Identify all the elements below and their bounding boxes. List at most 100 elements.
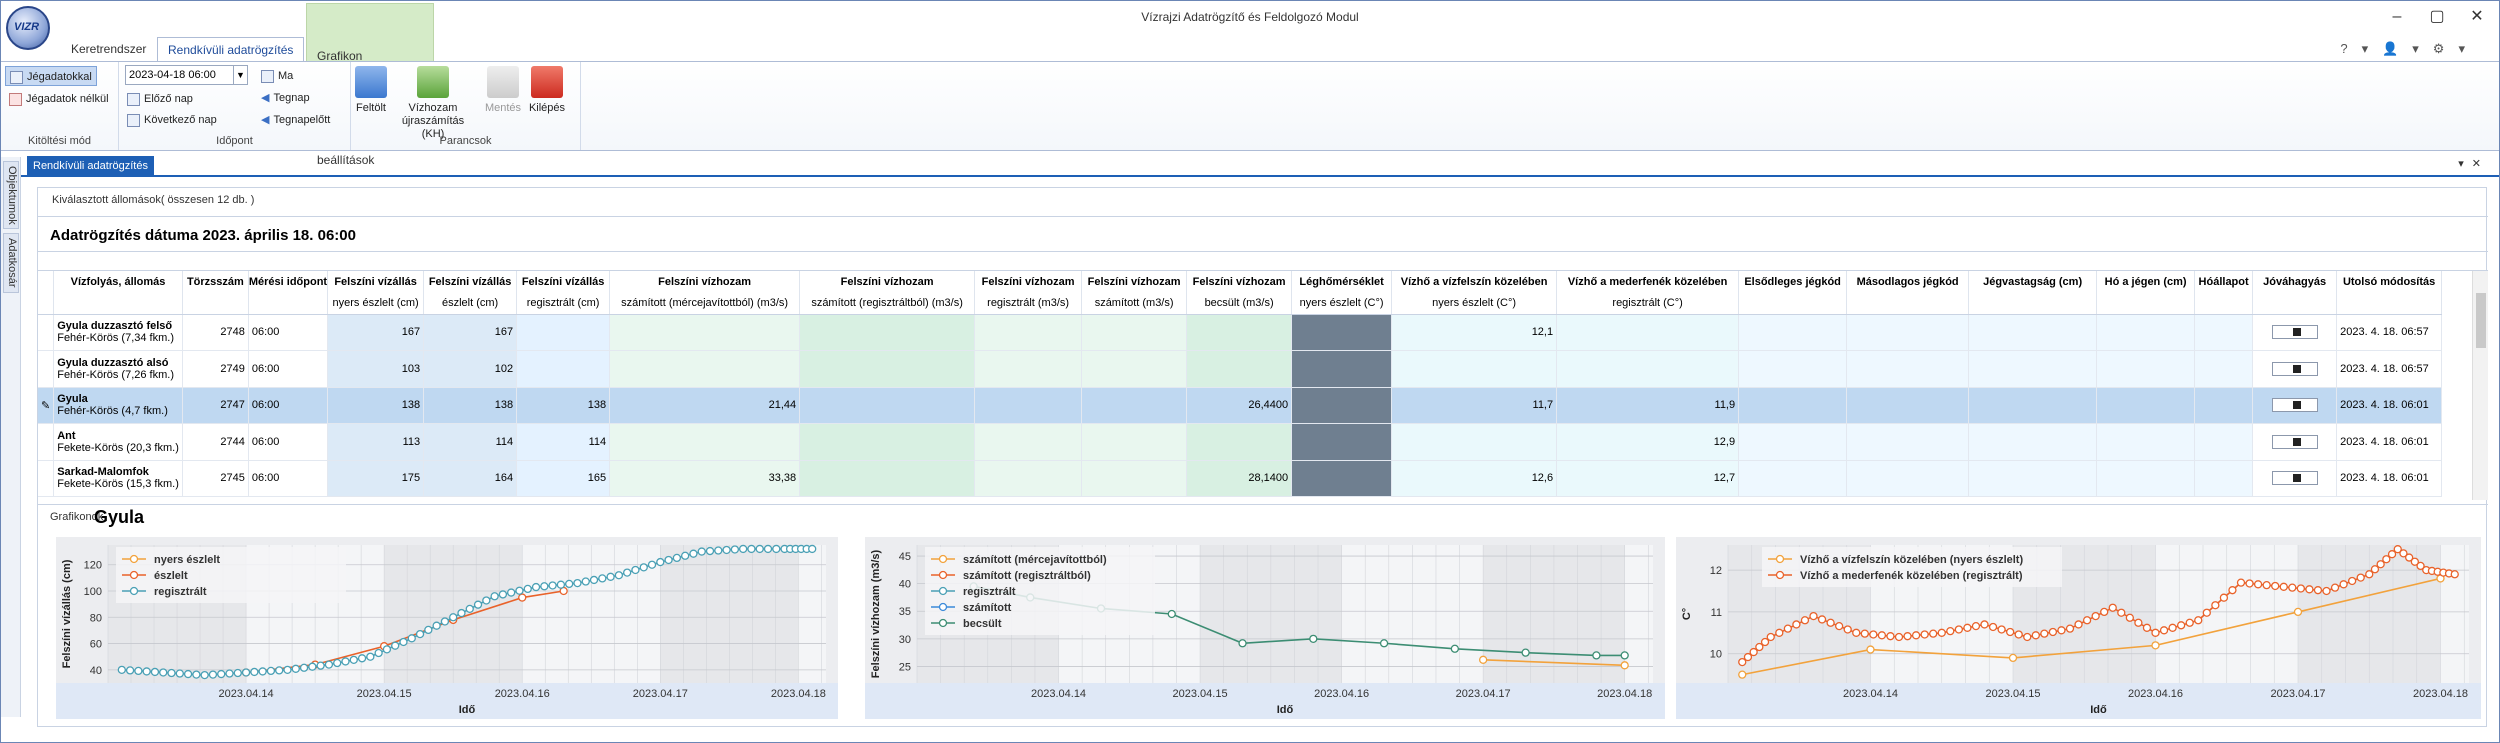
tegnap-button[interactable]: ◀ Tegnap — [261, 88, 310, 108]
minimize-icon[interactable]: – — [2392, 8, 2402, 25]
table-row[interactable]: ✎ Gyula Fehér-Körös (4,7 fkm.) 2747 06:00 138… — [38, 387, 2443, 424]
cell-v1[interactable]: 175 — [327, 460, 425, 497]
maximize-icon[interactable]: ▢ — [2429, 8, 2445, 25]
column-header[interactable]: Felszíni vízállás — [423, 271, 518, 293]
cell-jovahagyas[interactable] — [2252, 350, 2338, 388]
cell-ice-1[interactable] — [1846, 350, 1970, 388]
cell-q3[interactable] — [974, 314, 1083, 351]
cell-q4[interactable] — [1081, 460, 1188, 497]
cell-air[interactable] — [1291, 314, 1393, 351]
station-cell[interactable]: Gyula Fehér-Körös (4,7 fkm.) — [53, 387, 183, 424]
table-row[interactable]: Sarkad-Malomfok Fekete-Körös (15,3 fkm.) 2… — [38, 460, 2443, 497]
vizhozam-ujraszamitas-button[interactable]: Vízhozam újraszámítás (KH) — [393, 66, 473, 141]
cell-w1[interactable] — [1391, 423, 1558, 461]
table-row[interactable]: Gyula duzzasztó alsó Fehér-Körös (7,26 fk… — [38, 350, 2443, 388]
cell-ice-4[interactable] — [2194, 314, 2254, 351]
cell-q3[interactable] — [974, 460, 1083, 497]
column-header[interactable]: Jégvastagság (cm) — [1968, 271, 2098, 293]
cell-ice-4[interactable] — [2194, 350, 2254, 388]
cell-ice-3[interactable] — [2096, 423, 2196, 461]
kovetkezo-nap-button[interactable]: Következő nap — [127, 110, 217, 130]
ma-button[interactable]: Ma — [261, 66, 293, 86]
tab-keretrendszer[interactable]: Keretrendszer — [71, 42, 147, 56]
cell-jovahagyas[interactable] — [2252, 387, 2338, 424]
cell-w1[interactable]: 12,1 — [1391, 314, 1558, 351]
cell-ice-3[interactable] — [2096, 350, 2196, 388]
cell-time[interactable]: 06:00 — [248, 314, 329, 351]
cell-jovahagyas[interactable] — [2252, 423, 2338, 461]
side-tab-adatkosar[interactable]: Adatkosár — [3, 233, 19, 293]
cell-q2[interactable] — [799, 387, 976, 424]
cell-id[interactable]: 2747 — [182, 387, 249, 424]
cell-ice-4[interactable] — [2194, 423, 2254, 461]
jegadatok-nelkul-button[interactable]: Jégadatok nélkül — [9, 89, 109, 109]
cell-v1[interactable]: 138 — [327, 387, 425, 424]
close-icon[interactable]: ✕ — [2470, 8, 2484, 25]
cell-w2[interactable] — [1556, 350, 1740, 388]
column-header[interactable]: Léghőmérséklet — [1291, 271, 1393, 293]
station-cell[interactable]: Sarkad-Malomfok Fekete-Körös (15,3 fkm.) — [53, 460, 183, 497]
cell-jovahagyas[interactable] — [2252, 314, 2338, 351]
column-header[interactable]: Mérési időpont — [248, 271, 329, 293]
cell-q4[interactable] — [1081, 423, 1188, 461]
cell-q1[interactable] — [609, 314, 801, 351]
cell-ice-2[interactable] — [1968, 350, 2098, 388]
cell-ice-3[interactable] — [2096, 460, 2196, 497]
cell-q4[interactable] — [1081, 350, 1188, 388]
station-cell[interactable]: Ant Fekete-Körös (20,3 fkm.) — [53, 423, 183, 461]
column-header[interactable]: Hóállapot — [2194, 271, 2254, 293]
cell-id[interactable]: 2749 — [182, 350, 249, 388]
cell-id[interactable]: 2748 — [182, 314, 249, 351]
cell-q1[interactable] — [609, 423, 801, 461]
station-cell[interactable]: Gyula duzzasztó felső Fehér-Körös (7,34 f… — [53, 314, 183, 351]
cell-v2[interactable]: 167 — [423, 314, 518, 351]
doc-tab-rendkivuli[interactable]: Rendkívüli adatrögzítés — [27, 156, 154, 177]
cell-ice-0[interactable] — [1738, 314, 1848, 351]
cell-q2[interactable] — [799, 350, 976, 388]
cell-air[interactable] — [1291, 387, 1393, 424]
kilepes-button[interactable]: Kilépés — [525, 66, 569, 115]
mentes-button[interactable]: Mentés — [483, 66, 523, 115]
cell-q2[interactable] — [799, 423, 976, 461]
cell-ice-0[interactable] — [1738, 423, 1848, 461]
column-header[interactable]: Felszíni vízállás — [516, 271, 611, 293]
cell-v3[interactable] — [516, 314, 611, 351]
approval-checkbox[interactable] — [2271, 471, 2318, 486]
cell-v2[interactable]: 114 — [423, 423, 518, 461]
cell-ice-1[interactable] — [1846, 314, 1970, 351]
cell-time[interactable]: 06:00 — [248, 387, 329, 424]
cell-v2[interactable]: 138 — [423, 387, 518, 424]
cell-v3[interactable]: 138 — [516, 387, 611, 424]
cell-q2[interactable] — [799, 460, 976, 497]
column-header[interactable]: Felszíni vízhozam — [609, 271, 801, 293]
elozo-nap-button[interactable]: Előző nap — [127, 89, 193, 109]
station-cell[interactable]: Gyula duzzasztó alsó Fehér-Körös (7,26 fk… — [53, 350, 183, 388]
cell-ice-3[interactable] — [2096, 387, 2196, 424]
cell-ice-0[interactable] — [1738, 387, 1848, 424]
app-logo[interactable]: VIZR — [6, 6, 50, 50]
cell-ice-4[interactable] — [2194, 387, 2254, 424]
cell-ice-4[interactable] — [2194, 460, 2254, 497]
cell-q1[interactable] — [609, 350, 801, 388]
cell-q4[interactable] — [1081, 314, 1188, 351]
column-header[interactable]: Vízhő a vízfelszín közelében — [1391, 271, 1558, 293]
cell-w1[interactable]: 11,7 — [1391, 387, 1558, 424]
column-header[interactable]: Törzsszám — [182, 271, 249, 293]
column-header[interactable]: Felszíni vízhozam — [799, 271, 976, 293]
cell-q5[interactable] — [1186, 350, 1293, 388]
cell-q5[interactable] — [1186, 423, 1293, 461]
chevron-down-icon[interactable]: ▼ — [233, 66, 247, 84]
cell-ice-2[interactable] — [1968, 314, 2098, 351]
tab-rendkivuli-adatrogzites[interactable]: Rendkívüli adatrögzítés — [157, 37, 305, 62]
cell-w2[interactable]: 12,7 — [1556, 460, 1740, 497]
cell-time[interactable]: 06:00 — [248, 460, 329, 497]
cell-ice-1[interactable] — [1846, 423, 1970, 461]
cell-id[interactable]: 2744 — [182, 423, 249, 461]
cell-jovahagyas[interactable] — [2252, 460, 2338, 497]
cell-air[interactable] — [1291, 460, 1393, 497]
cell-w2[interactable]: 11,9 — [1556, 387, 1740, 424]
cell-q3[interactable] — [974, 350, 1083, 388]
cell-ice-2[interactable] — [1968, 387, 2098, 424]
cell-w1[interactable]: 12,6 — [1391, 460, 1558, 497]
cell-w2[interactable]: 12,9 — [1556, 423, 1740, 461]
